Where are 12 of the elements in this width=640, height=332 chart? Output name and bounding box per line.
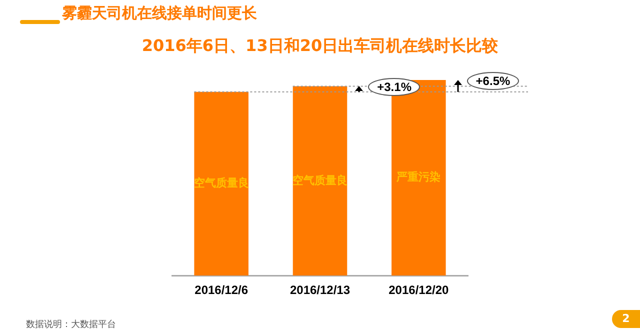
x-tick-label: 2016/12/6 xyxy=(194,283,248,298)
x-tick-label: 2016/12/13 xyxy=(290,283,350,298)
chart-title: 雾霾天司机在线接单时间更长 xyxy=(62,4,257,23)
annotation: 严重污染 xyxy=(396,170,441,184)
annotation: 空气质量良 xyxy=(292,174,348,187)
x-tick-label: 2016/12/20 xyxy=(388,283,450,298)
annotation: 空气质量良 xyxy=(194,176,249,190)
annotation: +6.5% xyxy=(466,72,520,90)
annotation: +3.1% xyxy=(368,78,420,96)
chart-subtitle: 2016年6日、13日和20日出车司机在线时长比较 xyxy=(140,36,500,57)
text: 2 xyxy=(612,310,640,328)
text: 数据说明：大数据平台 xyxy=(26,318,116,331)
